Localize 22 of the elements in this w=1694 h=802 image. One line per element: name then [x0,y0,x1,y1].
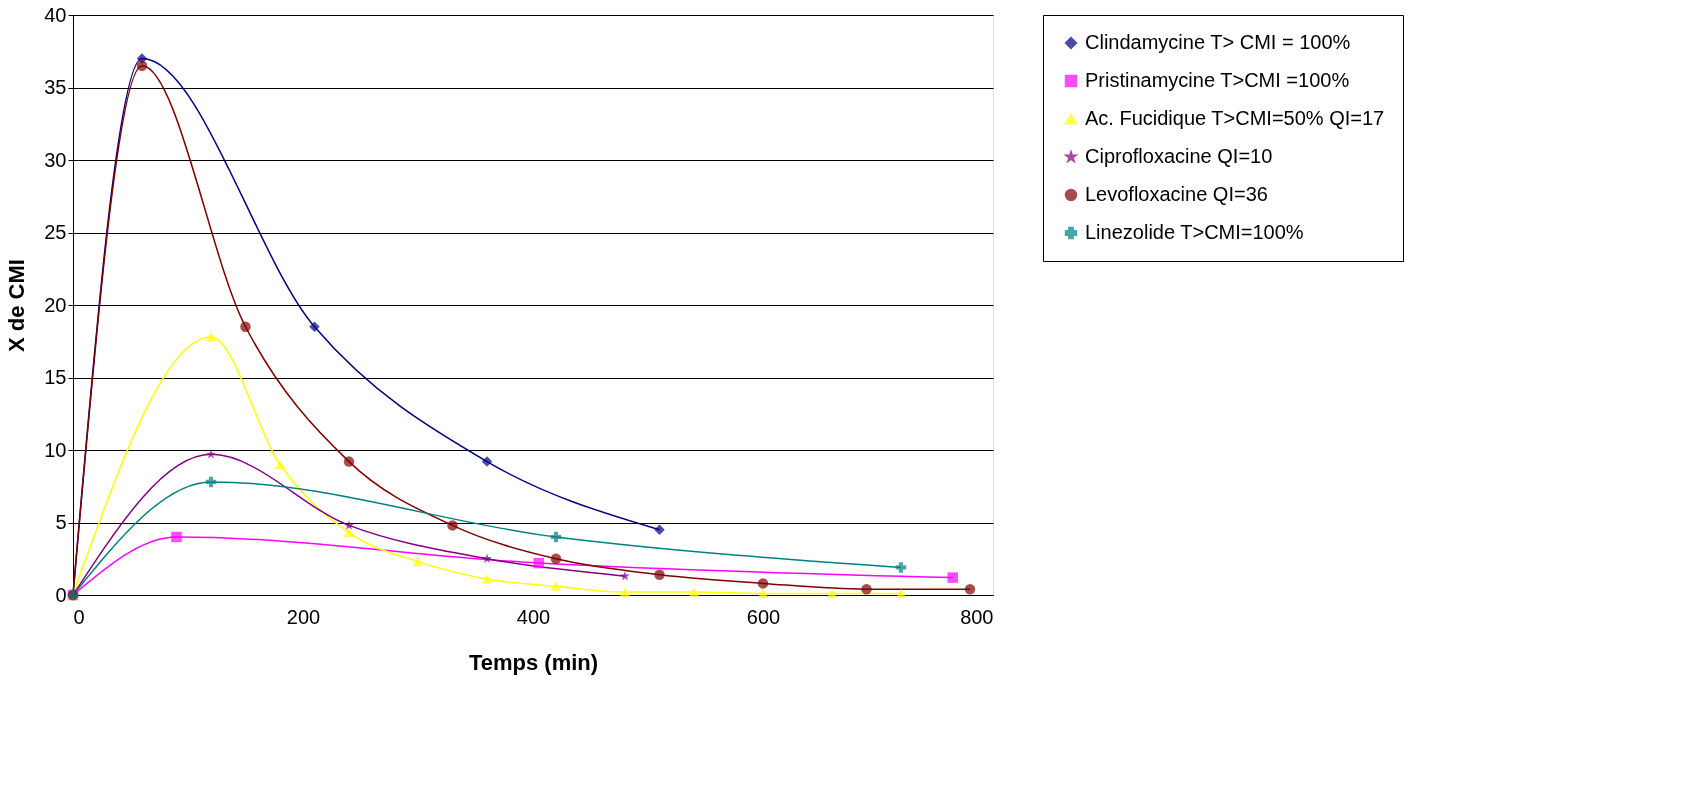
legend-label: Levofloxacine QI=36 [1085,183,1268,205]
x-tick-label: 200 [286,605,321,628]
y-tick-label: 20 [44,293,67,316]
legend-label: Clindamycine T> CMI = 100% [1085,31,1351,53]
legend-label: Linezolide T>CMI=100% [1085,221,1304,243]
x-axis-title: Temps (min) [468,649,599,675]
y-axis-title: X de CMI [4,259,30,352]
y-tick-label: 0 [55,583,67,606]
x-tick-label: 0 [73,605,85,628]
legend-label: Pristinamycine T>CMI =100% [1085,69,1350,91]
y-tick-label: 25 [44,221,67,243]
x-tick-label: 800 [960,605,994,628]
y-tick-label: 10 [44,438,67,461]
x-tick-label: 400 [516,605,551,628]
y-tick-label: 30 [44,148,67,171]
legend-label: Ac. Fucidique T>CMI=50% QI=17 [1085,107,1385,129]
y-tick-label: 40 [44,3,67,26]
y-tick-label: 35 [44,76,67,98]
y-tick-label: 15 [44,366,67,388]
x-tick-label: 600 [746,605,781,628]
y-tick-label: 5 [55,511,67,533]
legend-label: Ciprofloxacine QI=10 [1085,145,1273,167]
